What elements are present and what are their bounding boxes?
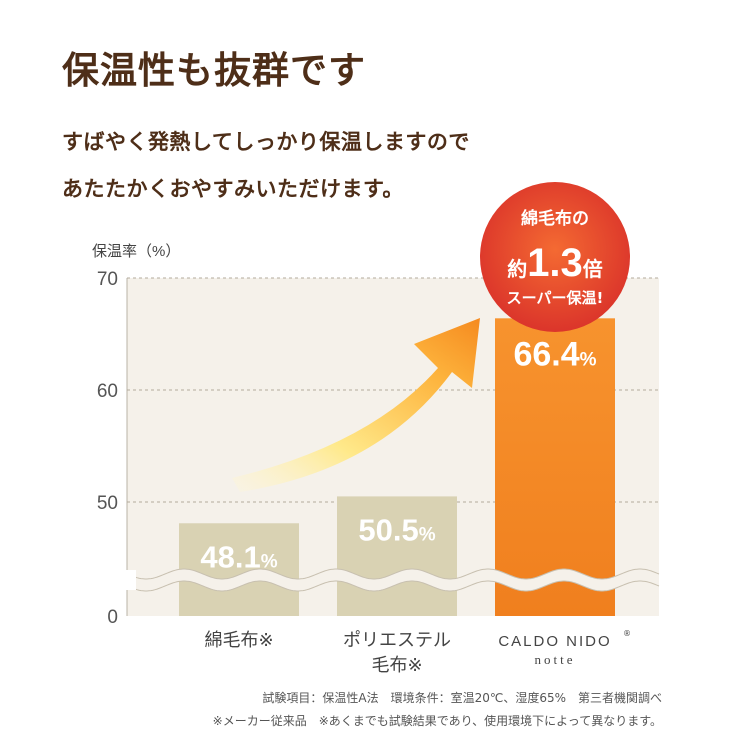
- y-tick-label: 70: [97, 269, 118, 290]
- axis-break-line-bottom: [126, 580, 660, 592]
- category-label-line2: 毛布※: [371, 655, 422, 676]
- badge-circle: [480, 182, 630, 332]
- axis-break: [127, 569, 659, 591]
- bar-value-label: 66.4%: [513, 335, 596, 373]
- category-label: ポリエステル: [343, 630, 451, 651]
- bar-value-unit: %: [261, 551, 278, 572]
- axis-break-line-top: [126, 568, 660, 580]
- footnote-test-conditions: 試験項目：保温性A法 環境条件：室温20℃、湿度65% 第三者機関調べ: [262, 691, 662, 705]
- badge-prefix: 約: [507, 257, 527, 281]
- badge-ratio: 約1.3倍: [507, 241, 603, 285]
- bar-value: 66.4: [513, 335, 579, 373]
- footnote-disclaimer: ※メーカー従来品 ※あくまでも試験結果であり、使用環境下によって異なります。: [212, 714, 662, 728]
- badge-suffix: 倍: [583, 257, 603, 281]
- bar-value-label: 50.5%: [358, 512, 435, 547]
- bar: [337, 496, 457, 616]
- bar: [495, 318, 615, 616]
- badge-line3: スーパー保温!: [507, 289, 604, 307]
- category-label: CALDO NIDO: [498, 633, 611, 650]
- bar: [179, 523, 299, 616]
- lead-line-2: あたたかくおやすみいただけます。: [62, 177, 404, 201]
- page-title: 保温性も抜群です: [62, 49, 366, 92]
- category-label: 綿毛布※: [204, 630, 273, 651]
- y-tick-label: 60: [97, 381, 118, 402]
- bar-value: 48.1: [200, 539, 260, 574]
- axis-break-gap: [118, 570, 136, 590]
- bar-value-unit: %: [419, 524, 436, 545]
- y-tick-label: 50: [97, 493, 118, 514]
- y-tick-label: 0: [107, 607, 118, 628]
- bar-value-label: 48.1%: [200, 539, 277, 574]
- bar-value: 50.5: [358, 512, 418, 547]
- y-axis-label: 保温率（%）: [92, 243, 180, 260]
- bar-value-unit: %: [580, 349, 597, 370]
- lead-line-1: すばやく発熱してしっかり保温しますので: [62, 130, 470, 154]
- growth-arrow-icon: [232, 318, 480, 492]
- badge-line1: 綿毛布の: [521, 208, 589, 229]
- category-label-line2: notte: [535, 652, 576, 667]
- badge-value: 1.3: [527, 241, 583, 285]
- comparison-badge: 綿毛布の 約1.3倍 スーパー保温!: [480, 182, 630, 332]
- trademark-mark: ®: [623, 629, 631, 638]
